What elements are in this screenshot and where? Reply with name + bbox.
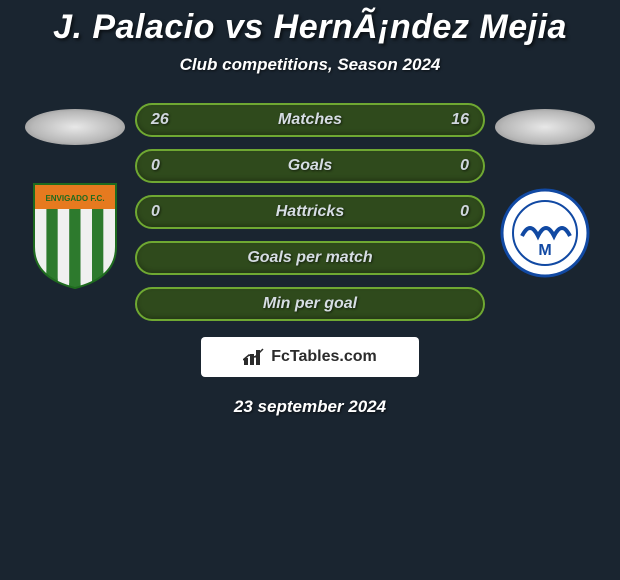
left-player-photo-placeholder [25, 109, 125, 145]
stat-bar-min-per-goal: Min per goal [135, 287, 485, 321]
stat-label: Goals per match [181, 249, 439, 267]
stat-bar-goals-per-match: Goals per match [135, 241, 485, 275]
left-player-column: ENVIGADO F.C. [25, 103, 125, 289]
stat-bar-matches: 26 Matches 16 [135, 103, 485, 137]
stat-left-value: 26 [151, 111, 181, 129]
stat-bars: 26 Matches 16 0 Goals 0 0 Hattricks 0 Go… [135, 103, 485, 321]
right-player-column: M [495, 103, 595, 289]
stat-right-value: 0 [439, 203, 469, 221]
bar-chart-icon [243, 348, 265, 366]
svg-text:M: M [538, 242, 551, 259]
stat-label: Min per goal [181, 295, 439, 313]
snapshot-date: 23 september 2024 [0, 397, 620, 417]
stat-bar-goals: 0 Goals 0 [135, 149, 485, 183]
attribution-text: FcTables.com [271, 348, 377, 366]
stat-right-value: 16 [439, 111, 469, 129]
stat-right-value: 0 [439, 157, 469, 175]
millonarios-crest-icon: M [500, 188, 590, 278]
comparison-subtitle: Club competitions, Season 2024 [0, 55, 620, 75]
right-player-photo-placeholder [495, 109, 595, 145]
comparison-title: J. Palacio vs HernÃ¡ndez Mejia [0, 8, 620, 47]
envigado-crest-icon: ENVIGADO F.C. [25, 177, 125, 289]
stat-label: Matches [181, 111, 439, 129]
stat-label: Goals [181, 157, 439, 175]
right-club-crest: M [495, 177, 595, 289]
attribution-badge: FcTables.com [201, 337, 419, 377]
left-club-crest: ENVIGADO F.C. [25, 177, 125, 289]
svg-text:ENVIGADO F.C.: ENVIGADO F.C. [45, 194, 104, 203]
stat-left-value: 0 [151, 203, 181, 221]
stat-label: Hattricks [181, 203, 439, 221]
stat-bar-hattricks: 0 Hattricks 0 [135, 195, 485, 229]
comparison-body: ENVIGADO F.C. 26 Matches 16 0 Goals 0 0 … [0, 103, 620, 321]
stat-left-value: 0 [151, 157, 181, 175]
